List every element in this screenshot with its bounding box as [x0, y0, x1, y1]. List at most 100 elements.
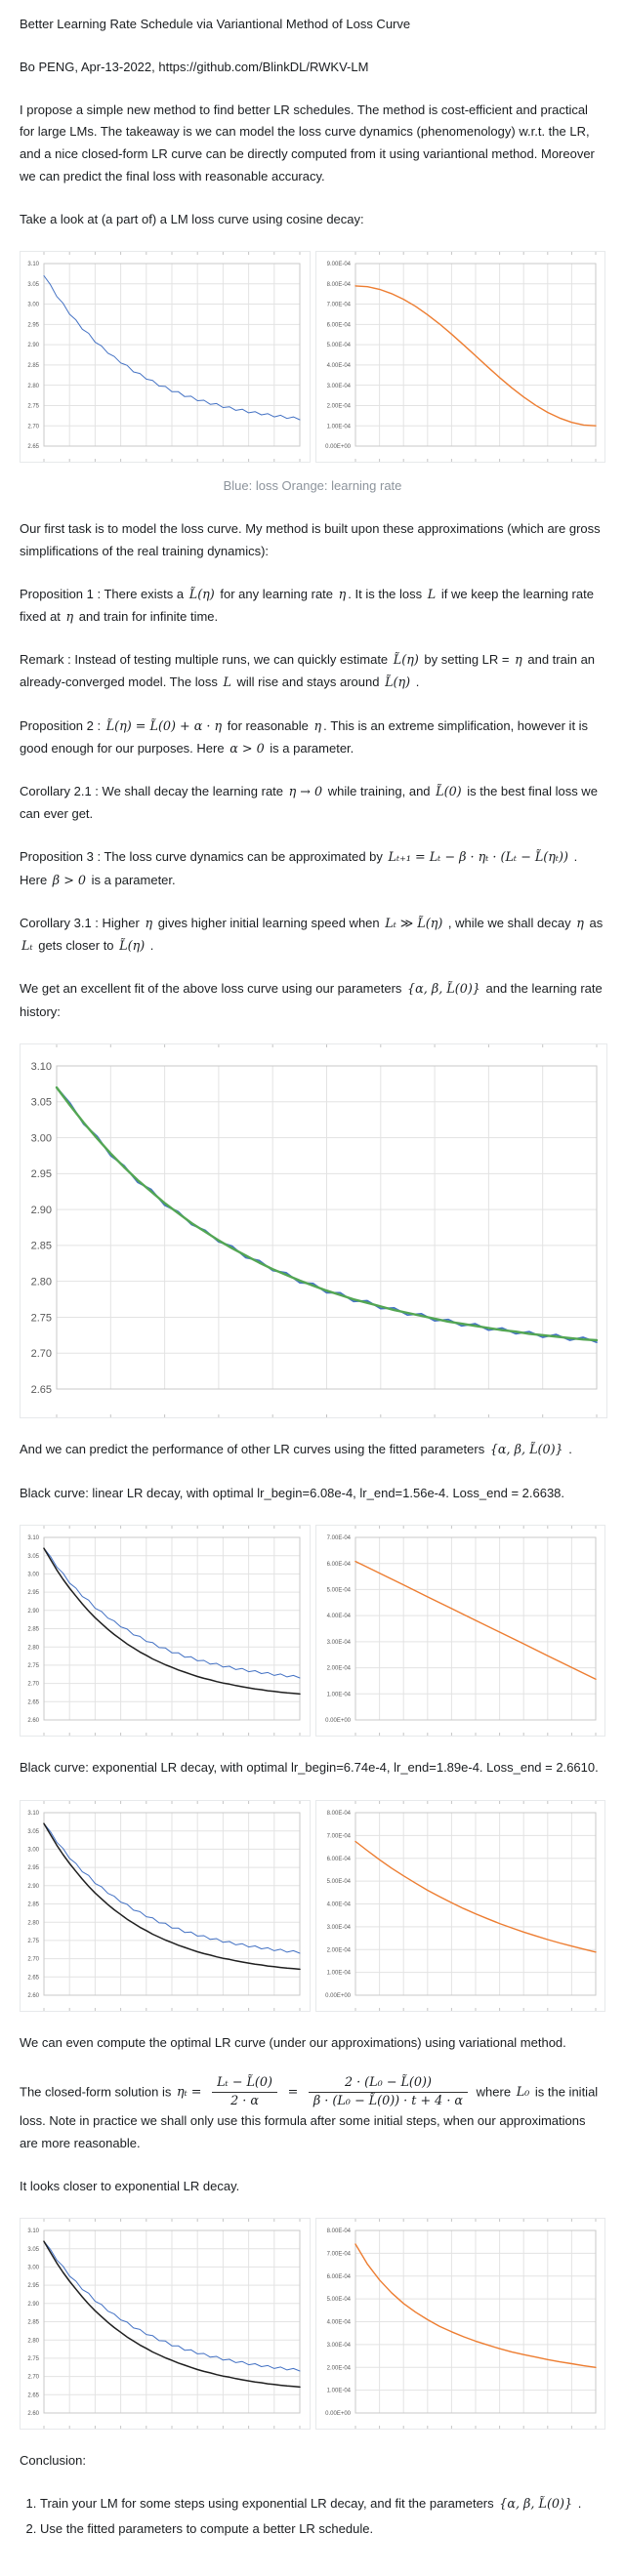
chart-loss-cosine: 3.10 3.05 3.00 2.95 2.90 2.85 2.80 2.75 2.70 2.65 [20, 251, 311, 464]
paragraph-black-exponential: Black curve: exponential LR decay, with … [20, 1760, 599, 1776]
paragraph-corollary-2-1: Corollary 2.1 : We shall decay the learn… [20, 784, 598, 822]
inline-math: {α, β, L̃(0)} [407, 982, 480, 998]
svg-text:4.00E-04: 4.00E-04 [326, 2320, 351, 2326]
paragraph-take-a-look: Take a look at (a part of) a LM loss cur… [20, 211, 364, 226]
figure-caption: Blue: loss Orange: learning rate [223, 478, 402, 494]
svg-text:2.95: 2.95 [27, 1865, 39, 1871]
svg-text:2.90: 2.90 [27, 343, 39, 348]
svg-text:2.60: 2.60 [27, 1719, 39, 1725]
figure-loss-fit: 3.10 3.05 3.00 2.95 2.90 2.85 2.80 2.75 2.70 2.65 [20, 1043, 607, 1419]
svg-text:7.00E-04: 7.00E-04 [326, 303, 351, 308]
inline-math: η [65, 609, 74, 625]
svg-text:5.00E-04: 5.00E-04 [326, 1588, 351, 1594]
paragraph-corollary-3-1: Corollary 3.1 : Higher η gives higher in… [20, 915, 604, 955]
chart-lr-var: 8.00E-04 7.00E-04 6.00E-04 5.00E-04 4.00E-04… [314, 2218, 605, 2431]
inline-math: η → 0 [288, 785, 323, 800]
svg-text:3.05: 3.05 [27, 282, 39, 288]
paragraph-proposition-1: Proposition 1 : There exists a L̃(η) for… [20, 586, 594, 625]
closed-form-lead: The closed-form solution is [20, 2084, 172, 2100]
svg-text:2.95: 2.95 [27, 2283, 39, 2289]
paragraph-intro: I propose a simple new method to find be… [20, 102, 595, 184]
svg-text:1.00E-04: 1.00E-04 [326, 2389, 351, 2394]
svg-text:2.85: 2.85 [27, 1627, 39, 1633]
svg-text:6.00E-04: 6.00E-04 [326, 323, 351, 329]
svg-text:8.00E-04: 8.00E-04 [326, 282, 351, 288]
svg-text:2.00E-04: 2.00E-04 [326, 1948, 351, 1954]
closed-form-initial-loss-symbol: L₀ [516, 2085, 530, 2101]
svg-text:2.85: 2.85 [31, 1241, 52, 1252]
inline-math: L̃(η) = L̃(0) + α · η [105, 718, 223, 734]
svg-text:2.95: 2.95 [27, 1591, 39, 1597]
svg-text:3.05: 3.05 [27, 1554, 39, 1560]
inline-math: η [515, 653, 522, 669]
svg-text:2.90: 2.90 [27, 1609, 39, 1615]
chart-loss-fit-large: 3.10 3.05 3.00 2.95 2.90 2.85 2.80 2.75 2.70 2.65 [20, 1043, 607, 1419]
svg-text:2.75: 2.75 [27, 2356, 39, 2362]
chart-loss-linear-pred: 3.10 3.05 3.00 2.95 2.90 2.85 2.80 2.75 2.70 2.65… [20, 1525, 311, 1738]
svg-text:2.00E-04: 2.00E-04 [326, 1666, 351, 1672]
inline-math: L [427, 587, 437, 602]
svg-text:1.00E-04: 1.00E-04 [326, 1693, 351, 1698]
svg-text:5.00E-04: 5.00E-04 [326, 1879, 351, 1885]
svg-text:2.80: 2.80 [31, 1277, 52, 1288]
inline-math: Lₜ ≫ L̃(η) [385, 916, 443, 931]
paragraph-remark: Remark : Instead of testing multiple run… [20, 652, 596, 691]
closed-form-equals: = [287, 2085, 299, 2101]
svg-text:2.80: 2.80 [27, 2339, 39, 2345]
paragraph-proposition-3: Proposition 3 : The loss curve dynamics … [20, 849, 578, 888]
svg-text:2.70: 2.70 [31, 1348, 52, 1360]
svg-text:3.05: 3.05 [31, 1097, 52, 1109]
svg-text:2.85: 2.85 [27, 1902, 39, 1908]
paragraph-predict: And we can predict the performance of ot… [20, 1442, 572, 1458]
conclusion-heading: Conclusion: [20, 2453, 86, 2469]
svg-text:4.00E-04: 4.00E-04 [326, 363, 351, 369]
closed-form-lhs: ηₜ = [176, 2085, 202, 2101]
svg-text:2.65: 2.65 [27, 1976, 39, 1982]
chart-loss-exp-pred: 3.10 3.05 3.00 2.95 2.90 2.85 2.80 2.75 2.70 2.65… [20, 1800, 311, 2013]
svg-text:3.00E-04: 3.00E-04 [326, 384, 351, 389]
conclusion-item-2: Use the fitted parameters to compute a b… [40, 2518, 605, 2541]
svg-text:6.00E-04: 6.00E-04 [326, 1562, 351, 1568]
figure-exponential-lr: 3.10 3.05 3.00 2.95 2.90 2.85 2.80 2.75 2.70 2.65… [20, 1800, 605, 2013]
svg-text:2.65: 2.65 [27, 1700, 39, 1706]
svg-text:2.70: 2.70 [27, 1682, 39, 1688]
svg-text:2.75: 2.75 [31, 1313, 52, 1325]
svg-text:8.00E-04: 8.00E-04 [326, 2228, 351, 2234]
svg-text:2.75: 2.75 [27, 1939, 39, 1944]
svg-text:3.05: 3.05 [27, 1829, 39, 1835]
paragraph-closer: It looks closer to exponential LR decay. [20, 2178, 240, 2193]
svg-text:3.10: 3.10 [27, 1811, 39, 1817]
figure-variational-lr: 3.10 3.05 3.00 2.95 2.90 2.85 2.80 2.75 2.70 2.65… [20, 2218, 605, 2431]
svg-text:2.60: 2.60 [27, 1993, 39, 1999]
svg-text:2.65: 2.65 [27, 444, 39, 450]
figure-cosine-run: 3.10 3.05 3.00 2.95 2.90 2.85 2.80 2.75 2.70 2.65… [20, 251, 605, 464]
inline-math: Lₜ₊₁ = Lₜ − β · ηₜ · (Lₜ − L̃(ηₜ)) [388, 850, 568, 866]
svg-text:2.95: 2.95 [31, 1169, 52, 1181]
inline-math: η [576, 916, 584, 931]
inline-math: β > 0 [52, 873, 87, 888]
chart-loss-var-pred: 3.10 3.05 3.00 2.95 2.90 2.85 2.80 2.75 2.70 2.65… [20, 2218, 311, 2431]
svg-text:5.00E-04: 5.00E-04 [326, 343, 351, 348]
svg-text:2.90: 2.90 [27, 1884, 39, 1890]
paragraph-model-intro: Our first task is to model the loss curv… [20, 521, 601, 558]
svg-text:9.00E-04: 9.00E-04 [326, 262, 351, 267]
inline-math: {α, β, L̃(0)} [499, 2497, 573, 2512]
paragraph-variational: We can even compute the optimal LR curve… [20, 2035, 566, 2051]
inline-math: L̃(η) [385, 675, 411, 691]
svg-text:3.10: 3.10 [27, 262, 39, 267]
svg-text:1.00E-04: 1.00E-04 [326, 425, 351, 430]
svg-text:6.00E-04: 6.00E-04 [326, 2274, 351, 2280]
paragraph-closed-form: The closed-form solution is ηₜ = Lₜ − L̃… [20, 2075, 605, 2155]
svg-text:3.00: 3.00 [27, 303, 39, 308]
inline-math: L̃(0) [436, 785, 462, 800]
svg-text:2.75: 2.75 [27, 1663, 39, 1669]
svg-text:2.90: 2.90 [31, 1205, 52, 1216]
chart-lr-exp: 8.00E-04 7.00E-04 6.00E-04 5.00E-04 4.00E-04… [314, 1800, 605, 2013]
conclusion-item-1: Train your LM for some steps using expon… [40, 2493, 605, 2515]
svg-text:0.00E+00: 0.00E+00 [325, 1719, 352, 1725]
svg-text:2.65: 2.65 [31, 1384, 52, 1396]
svg-text:6.00E-04: 6.00E-04 [326, 1857, 351, 1862]
paragraph-black-linear: Black curve: linear LR decay, with optim… [20, 1485, 565, 1500]
byline: Bo PENG, Apr-13-2022, https://github.com… [20, 59, 369, 74]
svg-text:5.00E-04: 5.00E-04 [326, 2297, 351, 2303]
